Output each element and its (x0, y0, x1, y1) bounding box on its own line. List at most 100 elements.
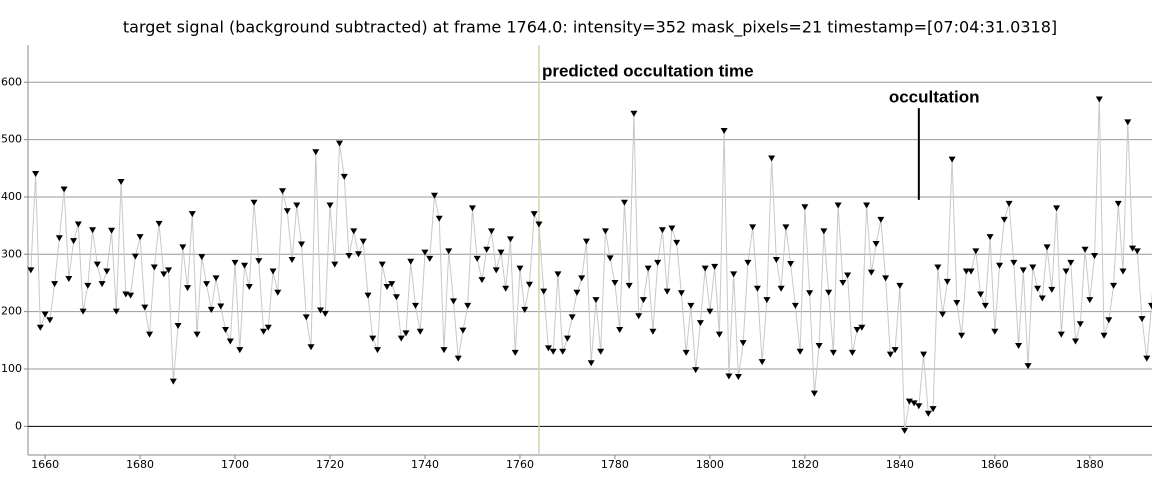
x-tick-label: 1680 (126, 458, 154, 471)
marker (103, 268, 111, 275)
x-tick-label: 1760 (506, 458, 534, 471)
marker (1095, 96, 1103, 103)
marker (279, 188, 287, 195)
marker (953, 300, 961, 307)
marker (535, 221, 543, 228)
marker (112, 308, 120, 315)
y-tick-label: 600 (1, 75, 22, 88)
marker (972, 248, 980, 255)
marker (388, 281, 396, 288)
marker (815, 343, 823, 350)
marker (222, 326, 230, 333)
marker (146, 331, 154, 338)
marker (820, 228, 828, 235)
marker (340, 173, 348, 180)
marker (336, 140, 344, 147)
marker (791, 302, 799, 309)
marker (834, 202, 842, 209)
marker (730, 271, 738, 278)
marker (70, 238, 78, 245)
marker (986, 234, 994, 241)
marker (84, 282, 92, 289)
marker (117, 179, 125, 186)
marker (905, 398, 913, 405)
marker (435, 215, 443, 222)
marker (217, 303, 225, 310)
marker (977, 291, 985, 298)
marker (160, 271, 168, 278)
marker (981, 302, 989, 309)
marker (141, 304, 149, 311)
y-tick-label: 0 (15, 419, 22, 432)
marker (606, 255, 614, 262)
marker (1067, 259, 1075, 266)
marker (79, 308, 87, 315)
marker (635, 313, 643, 320)
marker (521, 306, 529, 313)
marker (1124, 119, 1132, 126)
marker (768, 155, 776, 162)
marker (573, 289, 581, 296)
marker (1143, 355, 1151, 362)
marker (516, 265, 524, 272)
marker (720, 128, 728, 135)
marker (958, 332, 966, 339)
marker (421, 249, 429, 256)
marker (1057, 331, 1065, 338)
marker (715, 331, 723, 338)
marker (1072, 338, 1080, 345)
marker (853, 326, 861, 333)
marker (706, 308, 714, 315)
marker (274, 289, 282, 296)
marker (872, 240, 880, 247)
marker (1019, 267, 1027, 274)
marker (426, 255, 434, 262)
marker (226, 338, 234, 345)
marker (592, 297, 600, 304)
marker (844, 272, 852, 279)
marker (487, 228, 495, 235)
marker (359, 238, 367, 245)
marker (250, 199, 258, 206)
marker (502, 285, 510, 292)
marker (269, 268, 277, 275)
marker (758, 359, 766, 366)
y-tick-label: 200 (1, 305, 22, 318)
annotation: occultation (889, 87, 980, 106)
x-tick-label: 1820 (791, 458, 819, 471)
marker (464, 302, 472, 309)
marker (825, 289, 833, 296)
marker (1005, 200, 1013, 207)
marker (692, 367, 700, 374)
marker (559, 348, 567, 355)
marker (51, 281, 59, 288)
marker (991, 328, 999, 335)
marker (511, 349, 519, 356)
marker (915, 403, 923, 410)
marker (46, 317, 54, 324)
marker (98, 281, 106, 288)
marker (777, 285, 785, 292)
marker (1010, 259, 1018, 266)
marker (948, 156, 956, 163)
marker (882, 275, 890, 282)
marker (36, 324, 44, 331)
marker (649, 328, 657, 335)
marker (877, 216, 885, 223)
marker (307, 344, 315, 351)
marker (1129, 245, 1137, 252)
marker (763, 297, 771, 304)
marker (1110, 282, 1118, 289)
marker (1043, 244, 1051, 251)
marker (839, 279, 847, 286)
marker (734, 374, 742, 381)
marker (293, 202, 301, 209)
marker (150, 264, 158, 271)
marker (506, 236, 514, 243)
x-tick-label: 1780 (601, 458, 629, 471)
marker (378, 261, 386, 268)
marker (89, 227, 97, 234)
marker (1076, 321, 1084, 328)
marker (673, 239, 681, 246)
